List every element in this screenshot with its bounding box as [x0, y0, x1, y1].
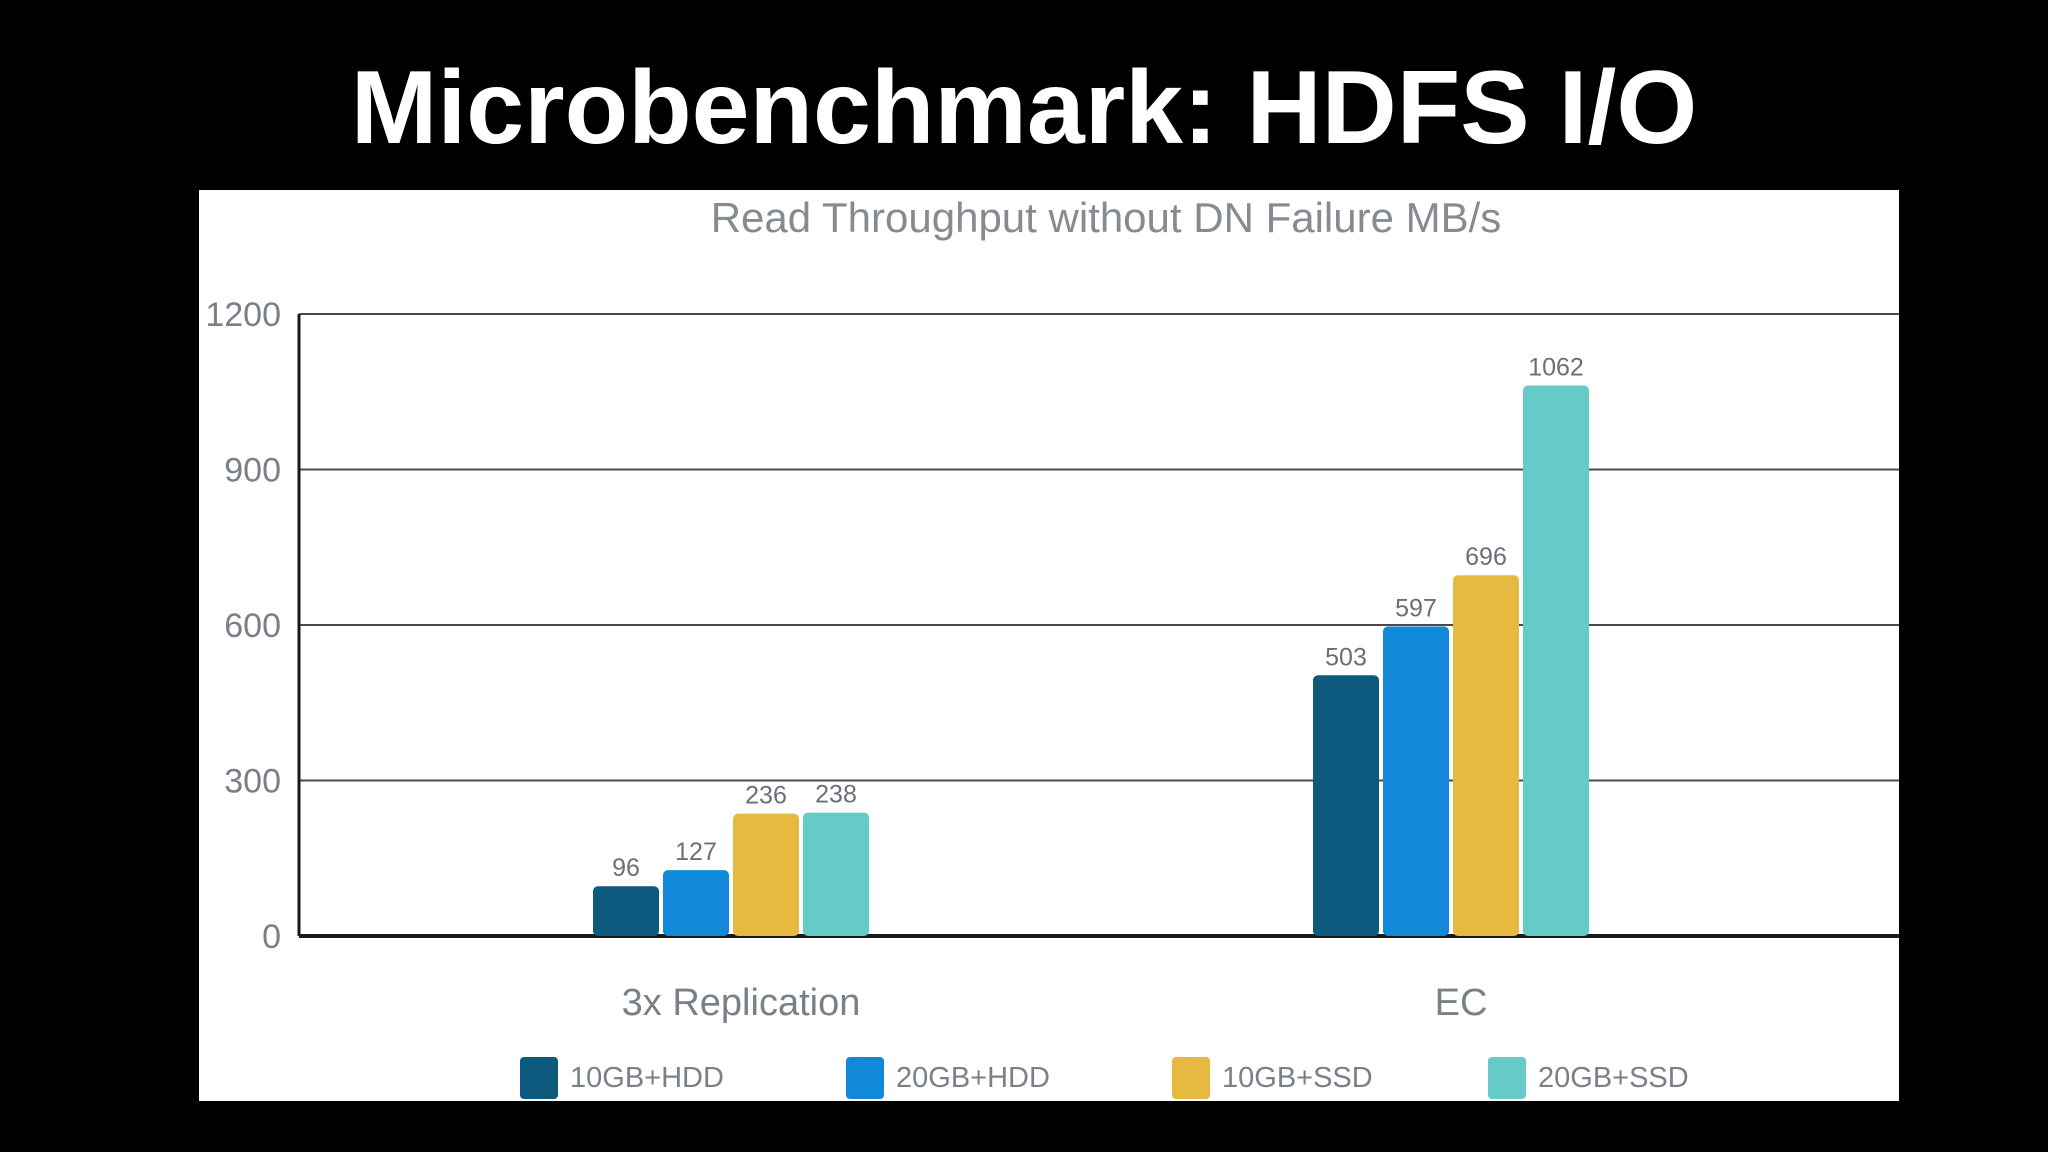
bar: [803, 812, 869, 936]
y-tick-label: 900: [224, 452, 281, 490]
legend-label: 20GB+SSD: [1538, 1061, 1689, 1094]
y-tick-label: 1200: [205, 296, 281, 334]
bar: [733, 813, 799, 936]
bar: [593, 886, 659, 936]
gridlines: [299, 313, 1899, 938]
bar: [1383, 626, 1449, 936]
bar: [663, 870, 729, 936]
x-category-label: 3x Replication: [622, 982, 861, 1024]
bar-chart: 96 127 236 238 503 597 696 1062 0 300 600 900 1200 3…: [205, 194, 1899, 1024]
data-label: 503: [1325, 643, 1367, 671]
chart-title: Read Throughput without DN Failure MB/s: [711, 194, 1502, 241]
y-tick-label: 300: [224, 763, 281, 801]
data-label: 236: [745, 782, 787, 810]
legend-swatch: [1488, 1057, 1526, 1099]
data-labels: 96 127 236 238 503 597 696 1062: [612, 354, 1584, 883]
slide-title: Microbenchmark: HDFS I/O: [350, 50, 1698, 166]
legend-item: 10GB+SSD: [1172, 1055, 1373, 1101]
legend-item: 10GB+HDD: [520, 1055, 724, 1101]
legend-swatch: [846, 1057, 884, 1099]
data-label: 96: [612, 854, 640, 882]
legend-swatch: [520, 1057, 558, 1099]
legend-item: 20GB+SSD: [1488, 1055, 1689, 1101]
legend-swatch: [1172, 1057, 1210, 1099]
bar: [1523, 385, 1589, 936]
legend-label: 20GB+HDD: [896, 1061, 1050, 1094]
bar: [1313, 675, 1379, 936]
chart-panel: 96 127 236 238 503 597 696 1062 0 300 600 900 1200 3…: [199, 190, 1899, 1101]
data-label: 696: [1465, 543, 1507, 571]
data-label: 127: [675, 838, 717, 866]
data-label: 597: [1395, 595, 1437, 623]
data-label: 238: [815, 781, 857, 809]
legend-label: 10GB+HDD: [570, 1061, 724, 1094]
axes: 0 300 600 900 1200 3x Replication EC: [205, 296, 1487, 1024]
legend-item: 20GB+HDD: [846, 1055, 1050, 1101]
bars: [593, 385, 1589, 936]
x-category-label: EC: [1435, 982, 1488, 1024]
data-label: 1062: [1528, 354, 1584, 382]
y-tick-label: 600: [224, 607, 281, 645]
legend: 10GB+HDD 20GB+HDD 10GB+SSD 20GB+SSD: [0, 1055, 2048, 1101]
y-tick-label: 0: [262, 918, 281, 956]
legend-label: 10GB+SSD: [1222, 1061, 1373, 1094]
bar: [1453, 575, 1519, 936]
